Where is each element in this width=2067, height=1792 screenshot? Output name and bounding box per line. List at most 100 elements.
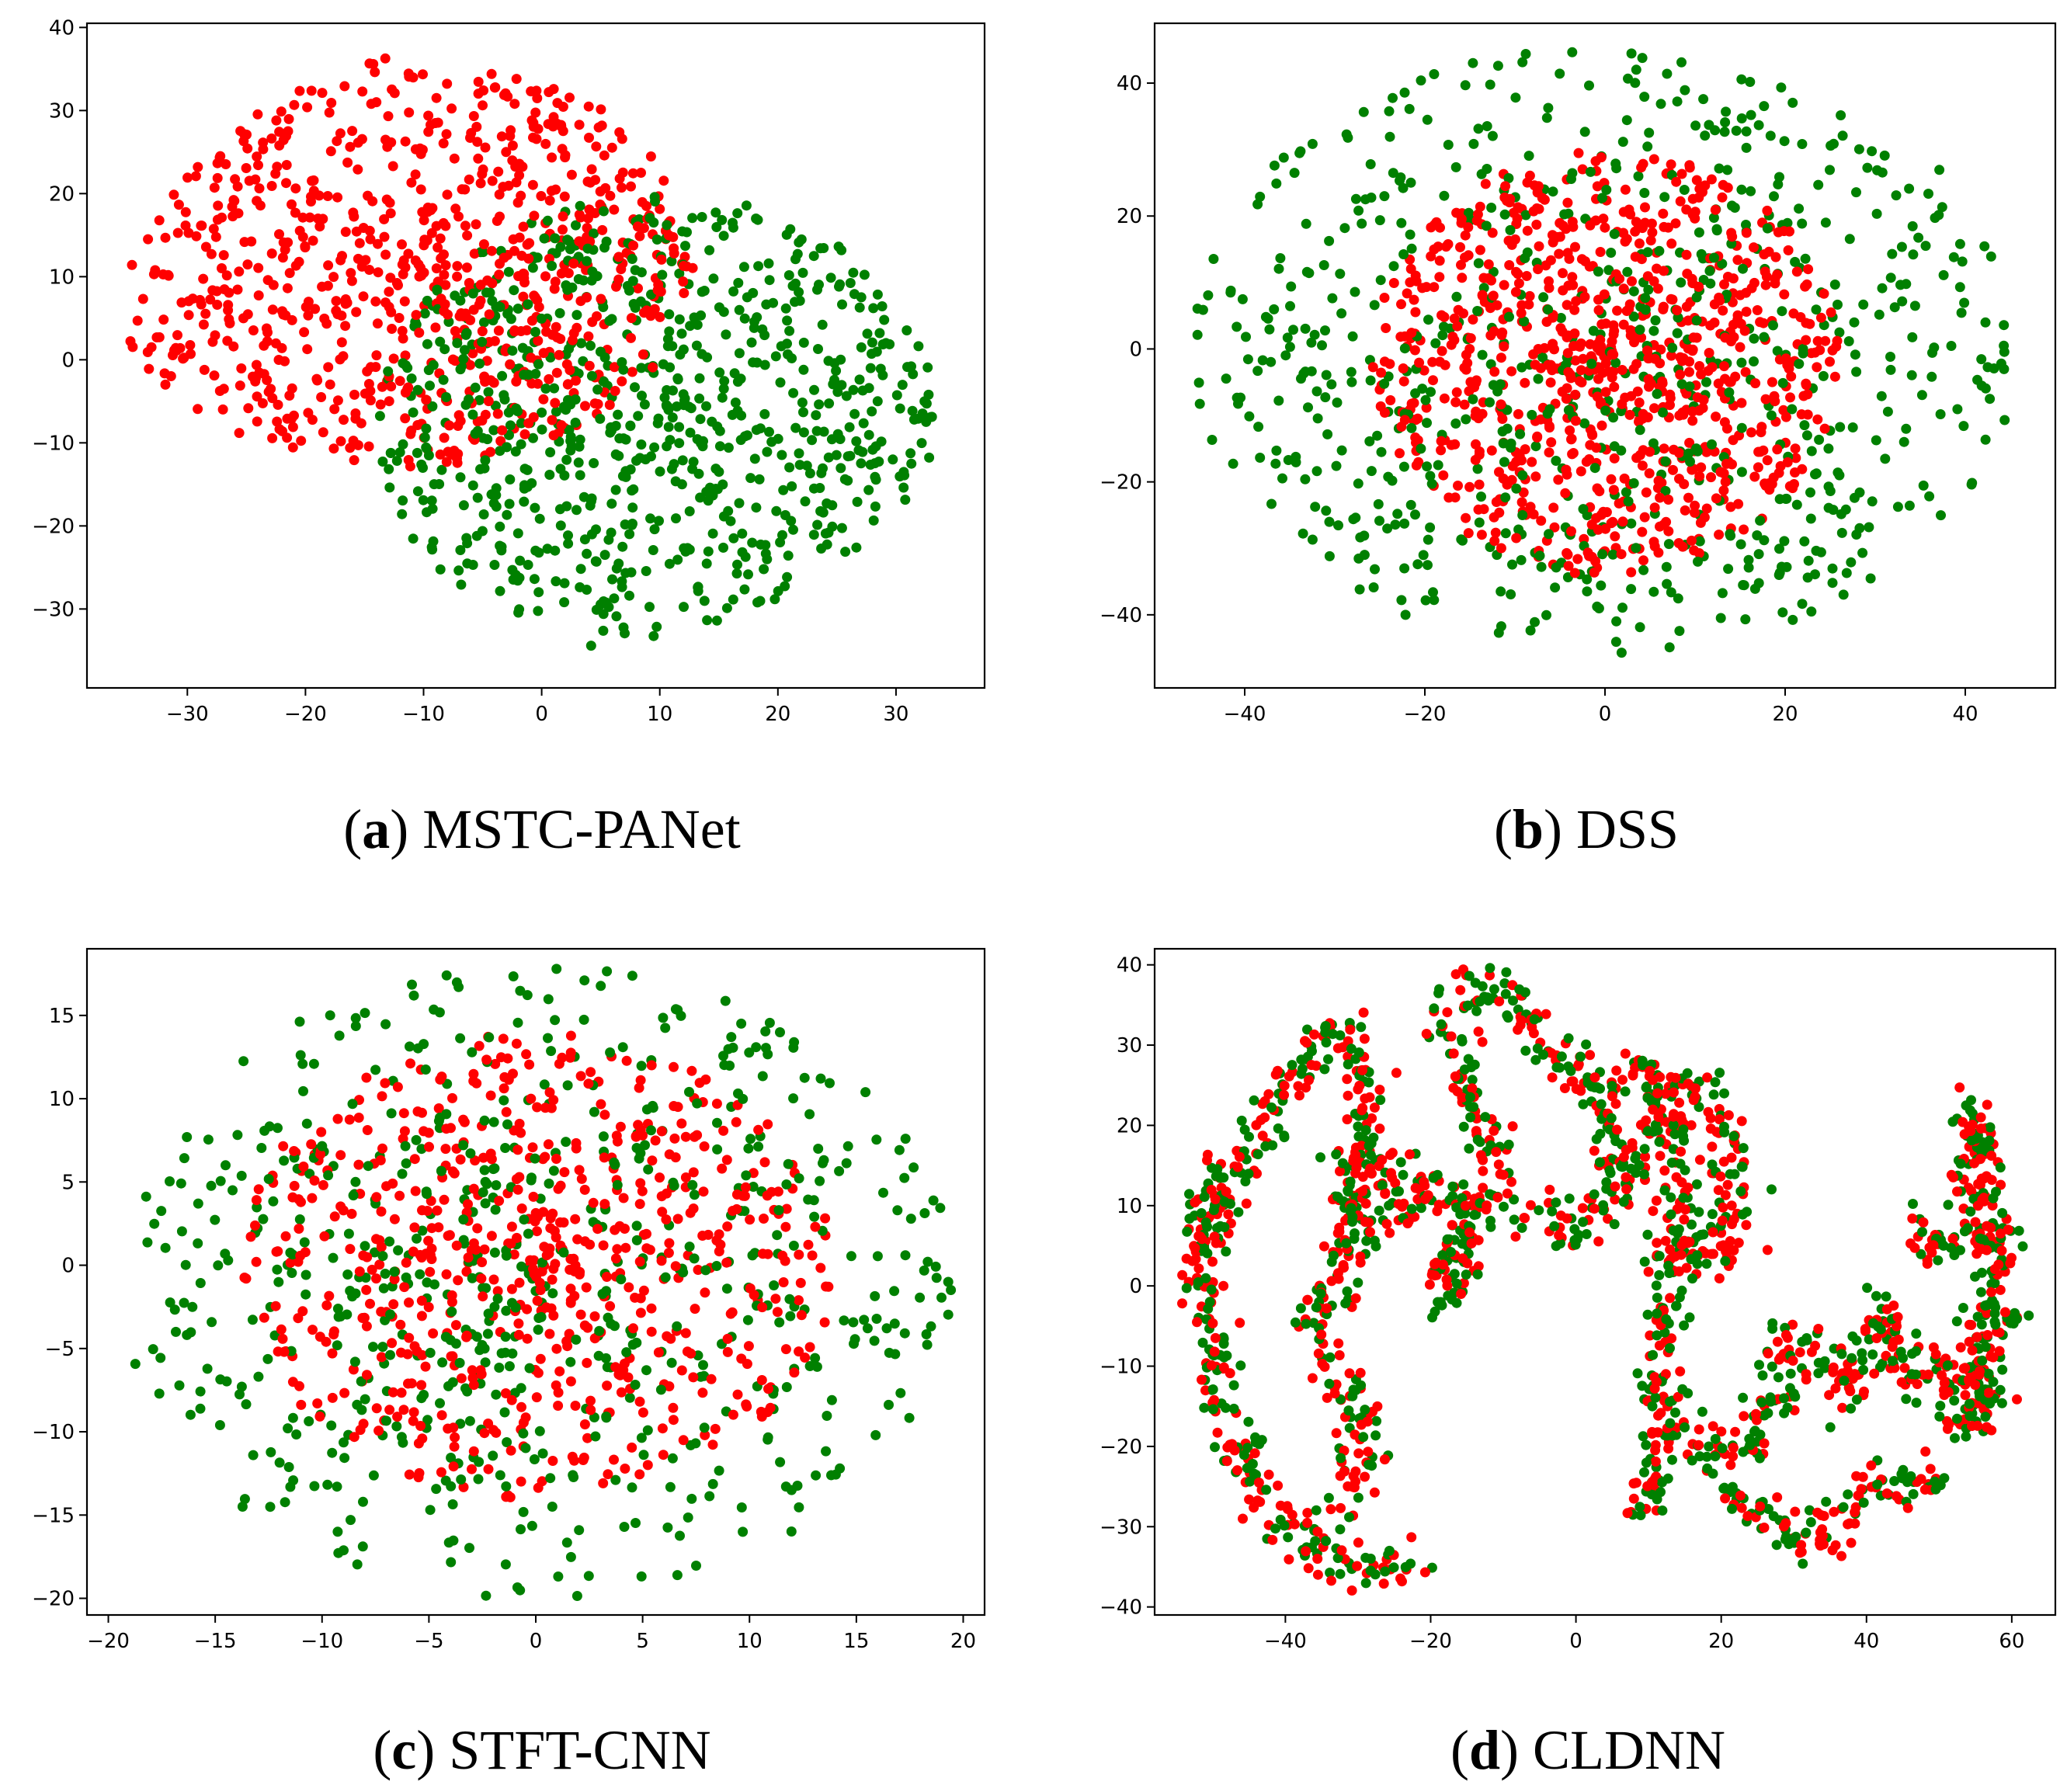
point-series-1 <box>1485 359 1496 370</box>
point-series-1 <box>1768 320 1778 331</box>
point-series-1 <box>328 272 339 283</box>
point-series-1 <box>1811 304 1822 315</box>
point-series-1 <box>185 340 196 350</box>
point-series-1 <box>306 1139 317 1150</box>
point-series-1 <box>1755 516 1766 526</box>
point-series-1 <box>362 1125 373 1135</box>
point-series-1 <box>479 372 490 383</box>
point-series-1 <box>426 1223 437 1234</box>
point-series-1 <box>1731 125 1742 136</box>
point-series-2 <box>401 1158 412 1169</box>
point-series-1 <box>498 1033 509 1044</box>
point-series-1 <box>395 1319 406 1330</box>
point-series-2 <box>1592 391 1603 402</box>
point-series-1 <box>1450 161 1461 172</box>
point-series-2 <box>763 1432 773 1443</box>
point-series-2 <box>797 398 808 408</box>
point-series-2 <box>283 1423 294 1434</box>
point-series-2 <box>432 284 443 295</box>
point-class-2 <box>1320 1021 1331 1031</box>
point-series-2 <box>1411 276 1422 287</box>
point-series-1 <box>583 101 594 112</box>
point-series-1 <box>359 1312 370 1323</box>
point-series-2 <box>808 251 819 262</box>
point-series-2 <box>441 392 452 402</box>
point-series-2 <box>1385 395 1396 405</box>
point-series-2 <box>1779 226 1790 237</box>
point-series-1 <box>212 214 223 225</box>
point-series-2 <box>207 1317 217 1328</box>
point-series-1 <box>1634 325 1645 335</box>
point-series-2 <box>1569 568 1580 578</box>
point-series-1 <box>234 380 245 391</box>
point-series-1 <box>1715 613 1726 623</box>
point-series-1 <box>1927 347 1937 358</box>
point-series-1 <box>820 1213 831 1224</box>
point-series-2 <box>1648 154 1659 165</box>
point-series-2 <box>1812 414 1823 425</box>
point-series-1 <box>405 1058 415 1069</box>
point-series-2 <box>1627 276 1637 287</box>
point-series-1 <box>1530 616 1540 627</box>
point-series-2 <box>425 1505 436 1516</box>
point-series-1 <box>1253 422 1264 432</box>
point-series-1 <box>1936 510 1946 521</box>
point-series-2 <box>504 1361 515 1372</box>
point-series-1 <box>1850 349 1860 360</box>
point-series-1 <box>1743 562 1754 573</box>
point-series-2 <box>846 1251 856 1262</box>
point-series-1 <box>815 1262 826 1273</box>
point-series-2 <box>1682 269 1693 279</box>
point-series-2 <box>1421 282 1432 293</box>
point-series-1 <box>468 1183 479 1194</box>
point-series-2 <box>400 1141 411 1151</box>
point-series-2 <box>1661 516 1672 527</box>
point-series-2 <box>1617 365 1628 375</box>
point-series-2 <box>507 564 518 575</box>
point-series-1 <box>533 335 544 346</box>
point-series-1 <box>1544 529 1554 540</box>
point-series-2 <box>1681 204 1692 215</box>
point-series-2 <box>1379 293 1390 303</box>
point-series-1 <box>1474 517 1485 528</box>
point-series-2 <box>1575 466 1586 477</box>
point-series-1 <box>281 160 292 170</box>
point-series-2 <box>142 1237 153 1248</box>
point-series-1 <box>610 386 620 396</box>
point-series-2 <box>544 470 555 480</box>
point-series-1 <box>1787 614 1798 625</box>
point-series-2 <box>699 286 710 296</box>
point-series-1 <box>432 1205 443 1216</box>
point-series-1 <box>1779 136 1790 147</box>
point-series-2 <box>732 559 742 570</box>
point-series-1 <box>286 414 297 424</box>
point-series-1 <box>512 1232 522 1243</box>
point-series-1 <box>146 342 157 352</box>
point-series-2 <box>599 242 610 253</box>
point-series-2 <box>1463 250 1474 261</box>
point-series-2 <box>446 1306 457 1317</box>
point-series-2 <box>436 464 447 475</box>
point-series-1 <box>614 127 625 137</box>
point-series-1 <box>544 373 554 384</box>
point-series-1 <box>670 1261 681 1272</box>
point-series-1 <box>1663 539 1674 550</box>
point-series-2 <box>1728 273 1739 284</box>
point-series-1 <box>672 1214 683 1224</box>
point-series-2 <box>434 479 445 489</box>
point-series-2 <box>497 370 508 381</box>
point-series-1 <box>521 1049 532 1060</box>
point-series-2 <box>1398 363 1409 373</box>
point-series-1 <box>303 310 314 321</box>
point-series-1 <box>600 182 611 193</box>
x-tick-label: −5 <box>414 1630 443 1653</box>
point-series-1 <box>1791 499 1802 510</box>
point-series-1 <box>616 264 627 275</box>
point-series-2 <box>287 1268 297 1278</box>
point-series-2 <box>1440 241 1451 252</box>
point-series-1 <box>1266 498 1277 509</box>
point-series-2 <box>419 432 430 443</box>
point-series-1 <box>1515 429 1526 439</box>
point-series-1 <box>490 82 501 92</box>
point-series-1 <box>439 249 449 260</box>
